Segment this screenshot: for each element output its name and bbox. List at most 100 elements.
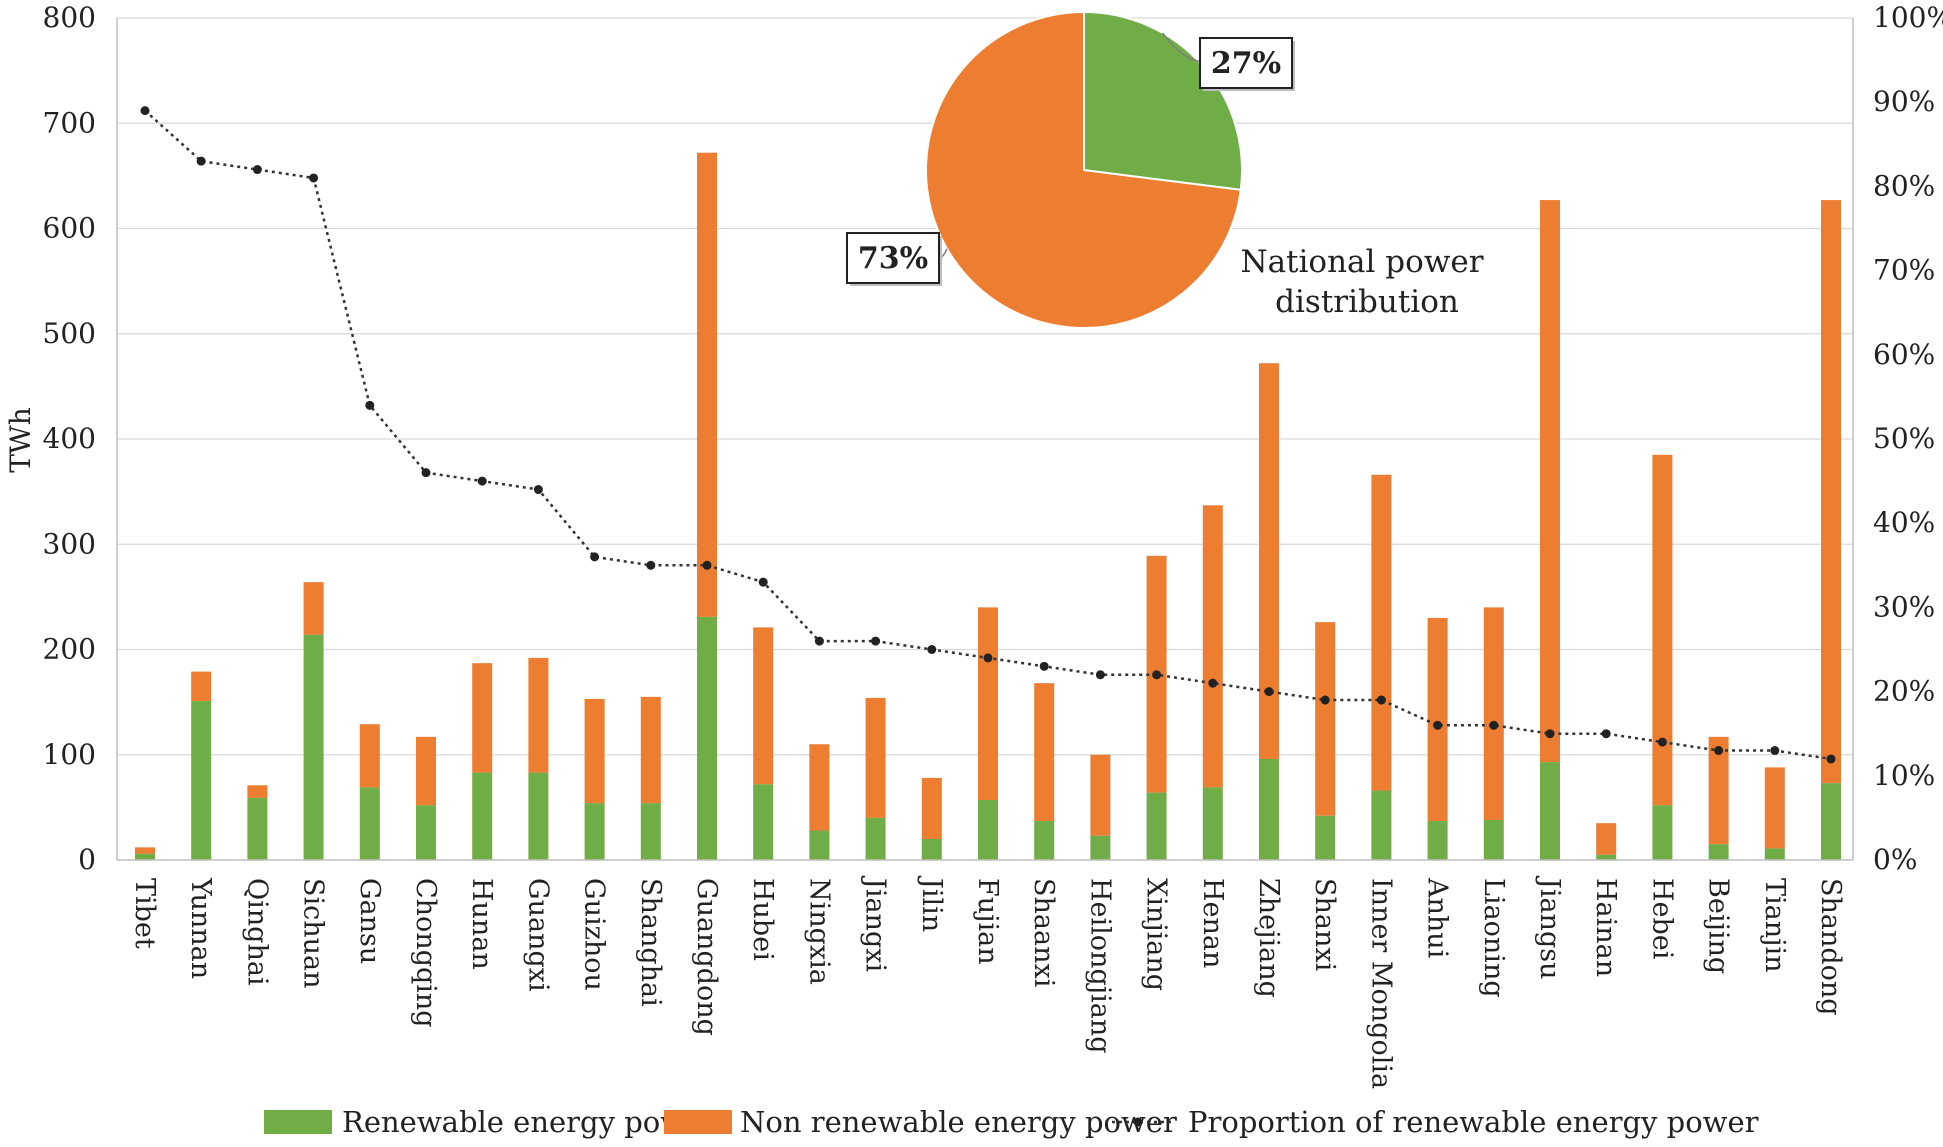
proportion-point <box>871 636 881 646</box>
bar-non-renewable <box>1371 474 1392 791</box>
bar-renewable <box>191 701 212 860</box>
bar-renewable <box>1427 821 1448 860</box>
bar-renewable <box>472 772 493 860</box>
category-label: Tianjin <box>1759 878 1790 973</box>
bar-non-renewable <box>809 744 830 831</box>
bar-non-renewable <box>528 657 549 773</box>
pie-callout-box <box>846 232 940 284</box>
bar-non-renewable <box>1034 683 1055 822</box>
category-label: Anhui <box>1422 877 1453 959</box>
bar-non-renewable <box>753 627 774 785</box>
bar-non-renewable <box>1540 200 1560 763</box>
category-label: Zhejiang <box>1253 878 1284 998</box>
pie-callout-box <box>1199 37 1293 89</box>
proportion-point <box>590 552 600 562</box>
y2-tick-label: 100% <box>1873 1 1943 34</box>
bar-renewable <box>303 634 324 860</box>
bar-renewable <box>1821 783 1841 860</box>
bar-renewable <box>1708 844 1729 860</box>
y2-tick-label: 60% <box>1873 338 1935 371</box>
bar-non-renewable <box>1596 823 1617 855</box>
y2-tick-label: 70% <box>1873 254 1935 287</box>
proportion-point <box>1714 746 1724 756</box>
proportion-point <box>421 468 431 478</box>
bar-renewable <box>247 797 268 860</box>
category-label: Henan <box>1197 878 1228 968</box>
category-label: Yunnan <box>185 877 216 979</box>
bar-renewable <box>921 838 942 860</box>
bar-non-renewable <box>584 698 605 804</box>
proportion-point <box>140 106 150 116</box>
category-label: Gansu <box>354 878 385 964</box>
category-label: Jiangsu <box>1534 875 1565 979</box>
y2-tick-label: 0% <box>1873 843 1917 876</box>
category-label: Guangdong <box>691 878 722 1036</box>
y-tick-label: 600 <box>43 212 96 245</box>
bar-non-renewable <box>359 724 380 788</box>
category-label: Shaanxi <box>1028 878 1059 988</box>
y-tick-label: 700 <box>43 106 96 139</box>
legend-label-proportion: Proportion of renewable energy power <box>1188 1105 1759 1139</box>
bar-renewable <box>1596 854 1617 860</box>
bar-non-renewable <box>1090 754 1111 836</box>
legend-swatch-renewable <box>264 1110 332 1134</box>
y-tick-label: 0 <box>78 843 96 876</box>
pie-title-line-1: National power <box>1240 244 1483 280</box>
category-label: Guizhou <box>579 878 610 991</box>
y2-tick-label: 20% <box>1873 675 1935 708</box>
bar-non-renewable <box>1427 617 1448 822</box>
bar-non-renewable <box>416 736 436 806</box>
bar-non-renewable <box>1652 454 1673 806</box>
category-label: Hainan <box>1590 878 1621 977</box>
category-label: Hunan <box>466 878 497 970</box>
bar-non-renewable <box>978 607 998 801</box>
proportion-point <box>646 560 656 570</box>
proportion-point <box>1601 729 1611 739</box>
bar-renewable <box>584 803 605 860</box>
proportion-point <box>814 636 824 646</box>
bar-renewable <box>416 805 436 860</box>
bar-renewable <box>1090 835 1111 860</box>
bar-non-renewable <box>1483 607 1504 821</box>
bar-non-renewable <box>247 785 268 798</box>
bar-non-renewable <box>1315 622 1336 816</box>
bar-non-renewable <box>697 152 717 617</box>
y2-tick-label: 80% <box>1873 169 1935 202</box>
bar-renewable <box>640 803 661 860</box>
bar-non-renewable <box>1259 363 1279 759</box>
y-tick-label: 100 <box>43 738 96 771</box>
bar-non-renewable <box>1764 767 1785 849</box>
proportion-point <box>1320 695 1330 705</box>
y-tick-label: 800 <box>43 1 96 34</box>
proportion-point <box>1264 687 1274 697</box>
category-label: Ningxia <box>803 878 834 985</box>
bar-non-renewable <box>1202 505 1223 788</box>
bar-renewable <box>359 787 380 860</box>
bar-renewable <box>1764 848 1785 860</box>
proportion-point <box>365 400 375 410</box>
pie-slice-label: 73% <box>858 241 928 276</box>
legend-swatch-non-renewable <box>664 1110 732 1134</box>
proportion-point <box>1545 729 1555 739</box>
category-label: Guangxi <box>522 878 553 992</box>
category-label: Beijing <box>1703 878 1734 974</box>
proportion-point <box>927 645 937 654</box>
pie-title-line-2: distribution <box>1275 284 1459 320</box>
proportion-point <box>1376 695 1386 705</box>
y-tick-label: 200 <box>43 633 96 666</box>
proportion-point <box>1826 754 1836 764</box>
bar-renewable <box>1371 790 1392 860</box>
category-label: Inner Mongolia <box>1365 878 1396 1089</box>
bar-renewable <box>1146 792 1167 860</box>
proportion-point <box>252 165 262 175</box>
proportion-point <box>1433 720 1443 730</box>
bar-renewable <box>753 784 774 860</box>
bar-renewable <box>1652 805 1673 860</box>
bar-renewable <box>809 830 830 860</box>
proportion-line <box>140 106 1836 764</box>
y-tick-label: 300 <box>43 527 96 560</box>
bar-renewable <box>1259 758 1279 860</box>
category-label: Hubei <box>747 878 778 961</box>
pie-chart: 27% 73% National power distribution <box>846 10 1484 329</box>
